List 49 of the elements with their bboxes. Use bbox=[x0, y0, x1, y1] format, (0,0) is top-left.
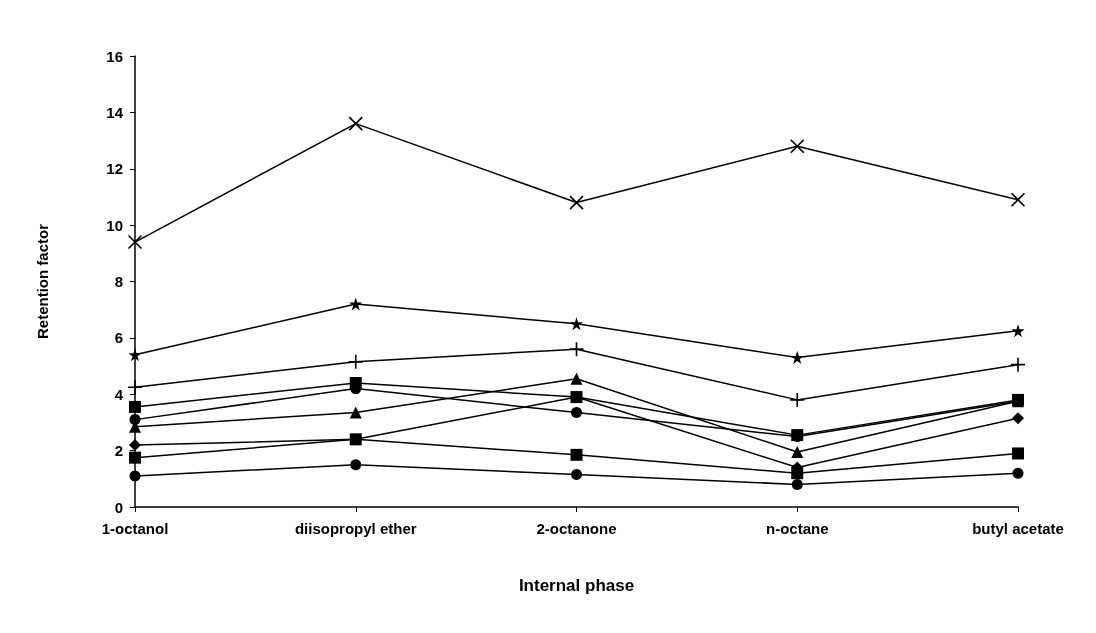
y-tick-label: 0 bbox=[114, 498, 123, 516]
point bbox=[129, 400, 141, 413]
y-tick-label: 12 bbox=[106, 160, 123, 178]
point bbox=[791, 446, 804, 459]
point bbox=[571, 469, 582, 481]
point bbox=[129, 451, 141, 464]
point bbox=[1012, 447, 1024, 460]
point bbox=[1011, 324, 1025, 338]
point bbox=[1012, 467, 1024, 479]
y-tick-label: 4 bbox=[114, 385, 124, 403]
point bbox=[129, 470, 141, 482]
point bbox=[349, 406, 362, 419]
point bbox=[128, 348, 142, 362]
y-tick-label: 10 bbox=[106, 216, 123, 234]
point bbox=[349, 376, 362, 389]
y-tick-label: 6 bbox=[114, 329, 123, 347]
point bbox=[791, 478, 803, 490]
point bbox=[129, 438, 141, 451]
x-tick-label: 1-octanol bbox=[101, 520, 169, 537]
point bbox=[568, 341, 585, 357]
point bbox=[570, 317, 583, 331]
point bbox=[570, 391, 583, 404]
point bbox=[1012, 412, 1024, 425]
point bbox=[570, 448, 583, 461]
y-tick-label: 14 bbox=[106, 103, 124, 121]
point bbox=[570, 372, 583, 385]
point bbox=[127, 379, 143, 395]
x-axis-title: Internal phase bbox=[518, 576, 635, 595]
point bbox=[789, 138, 805, 154]
point bbox=[349, 297, 363, 311]
point bbox=[789, 392, 806, 408]
x-tick-label: butyl acetate bbox=[972, 520, 1064, 537]
y-tick-label: 16 bbox=[106, 47, 123, 65]
point bbox=[127, 234, 143, 250]
point bbox=[348, 116, 364, 131]
x-tick-label: n-octane bbox=[765, 520, 829, 537]
x-tick-label: 2-octanone bbox=[536, 520, 617, 537]
point bbox=[790, 351, 804, 365]
y-tick-label: 2 bbox=[114, 442, 123, 460]
point bbox=[129, 414, 141, 426]
point bbox=[571, 407, 582, 419]
point bbox=[1010, 356, 1026, 373]
point bbox=[350, 459, 362, 471]
point bbox=[1010, 192, 1026, 208]
x-tick-label: diisopropyl ether bbox=[294, 520, 417, 537]
y-axis-title: Retention factor bbox=[34, 223, 51, 340]
point bbox=[347, 354, 364, 370]
y-tick-label: 8 bbox=[114, 273, 123, 290]
point bbox=[569, 195, 584, 210]
